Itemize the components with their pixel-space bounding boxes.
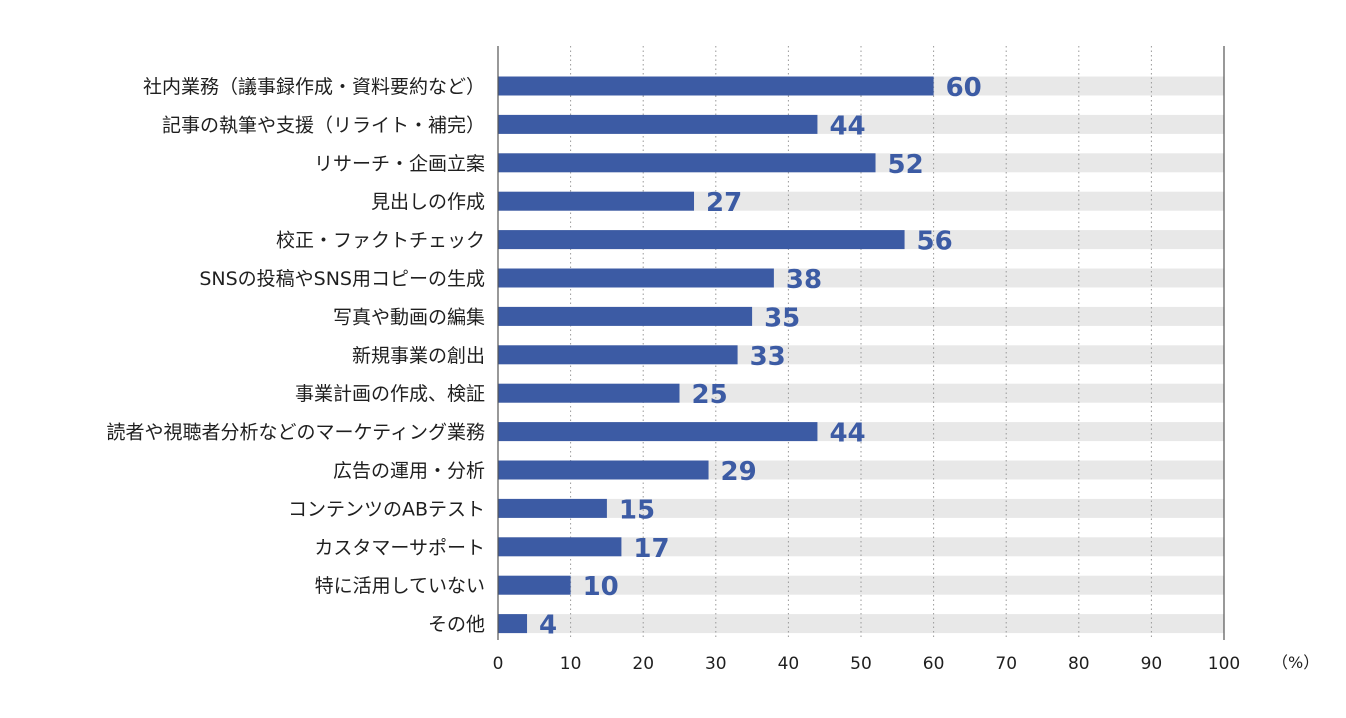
category-label: SNSの投稿やSNS用コピーの生成	[199, 268, 485, 290]
x-tick-label: 20	[632, 654, 654, 674]
bars	[498, 76, 934, 634]
value-labels: 60 44 52 27 56 38 35 33 25 44 29 15 17 10 4	[539, 73, 982, 641]
bar	[498, 614, 528, 634]
bar	[498, 537, 622, 557]
value-label: 4	[539, 611, 557, 641]
value-label: 15	[619, 495, 655, 525]
category-label: 写真や動画の編集	[333, 306, 485, 328]
bar	[498, 268, 774, 288]
bar-track	[498, 575, 1224, 595]
x-tick-label: 70	[995, 654, 1017, 674]
category-label: 広告の運用・分析	[333, 460, 485, 482]
value-label: 44	[829, 111, 865, 141]
x-tick-label: 10	[560, 654, 582, 674]
value-label: 33	[750, 342, 786, 372]
category-label: 特に活用していない	[315, 575, 485, 597]
bar	[498, 422, 818, 442]
x-tick-label: 50	[850, 654, 872, 674]
x-tick-label: 30	[705, 654, 727, 674]
bar	[498, 114, 818, 134]
category-label: 社内業務（議事録作成・資料要約など）	[143, 76, 485, 98]
category-label: その他	[428, 614, 485, 636]
category-label: 校正・ファクトチェック	[276, 230, 485, 252]
value-label: 29	[721, 457, 757, 487]
x-tick-label: 80	[1068, 654, 1090, 674]
bar	[498, 230, 905, 250]
value-label: 10	[583, 572, 619, 602]
bar	[498, 575, 571, 595]
bar	[498, 498, 607, 518]
category-label: 見出しの作成	[371, 191, 485, 213]
value-label: 17	[633, 534, 669, 564]
bar	[498, 383, 680, 403]
bar	[498, 76, 934, 96]
value-label: 60	[946, 73, 982, 103]
axis-lines	[497, 46, 1225, 640]
value-label: 27	[706, 188, 742, 218]
gridlines	[570, 46, 1152, 640]
category-labels: 社内業務（議事録作成・資料要約など） 記事の執筆や支援（リライト・補完） リサーチ・…	[107, 76, 485, 636]
bar	[498, 191, 695, 211]
bar	[498, 306, 753, 326]
x-tick-label: 0	[493, 654, 504, 674]
value-label: 52	[888, 150, 924, 180]
value-label: 35	[764, 303, 800, 333]
bar	[498, 345, 738, 365]
x-tick-label: 60	[923, 654, 945, 674]
value-label: 56	[917, 227, 953, 257]
value-label: 25	[692, 380, 728, 410]
category-label: コンテンツのABテスト	[288, 498, 485, 520]
bar-track	[498, 498, 1224, 518]
bar	[498, 153, 876, 173]
category-label: リサーチ・企画立案	[314, 153, 485, 175]
x-tick-label: 100	[1208, 654, 1240, 674]
x-tick-label: 40	[778, 654, 800, 674]
value-label: 44	[829, 419, 865, 449]
x-tick-label: 90	[1141, 654, 1163, 674]
unit-label: （%）	[1272, 653, 1319, 672]
bar	[498, 460, 709, 480]
x-tick-labels: 0 10 20 30 40 50 60 70 80 90 100	[493, 654, 1241, 674]
bar-track	[498, 614, 1224, 634]
category-label: 新規事業の創出	[352, 345, 485, 367]
category-label: 事業計画の作成、検証	[295, 383, 485, 405]
category-label: カスタマーサポート	[314, 537, 485, 559]
category-label: 読者や視聴者分析などのマーケティング業務	[107, 422, 485, 444]
value-label: 38	[786, 265, 822, 295]
category-label: 記事の執筆や支援（リライト・補完）	[162, 114, 485, 136]
